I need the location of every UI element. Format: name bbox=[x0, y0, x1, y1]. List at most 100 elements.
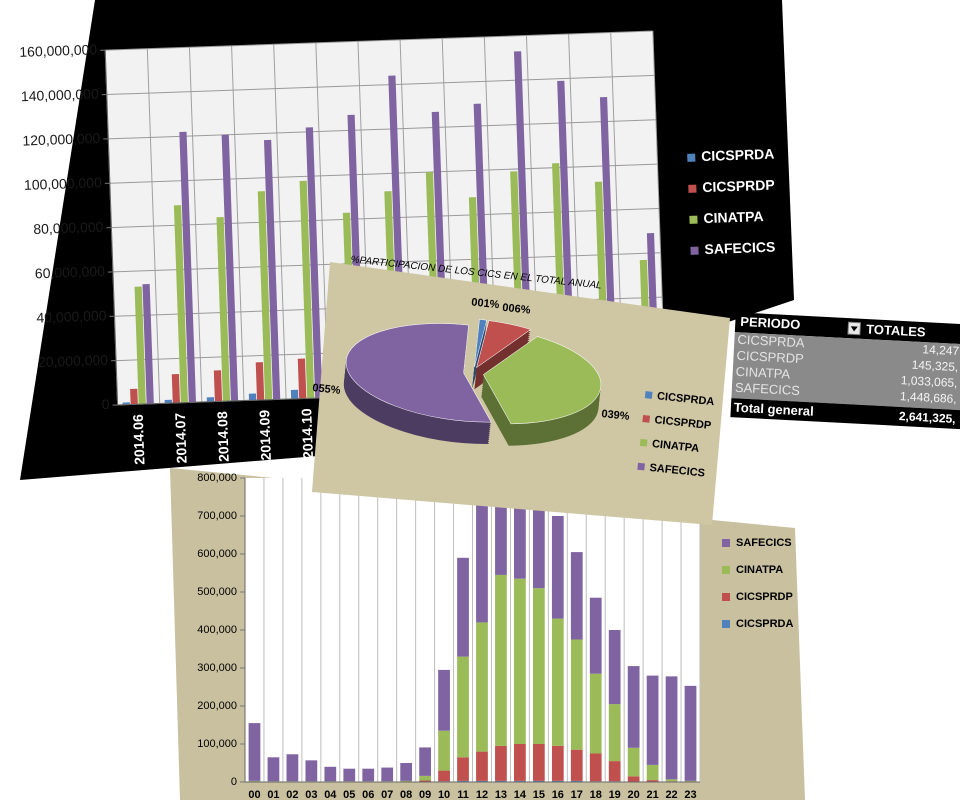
x-tick-label: 02 bbox=[286, 789, 298, 800]
bar-segment bbox=[457, 757, 469, 781]
bar bbox=[297, 358, 307, 399]
table-cell: 1,448,686, bbox=[900, 389, 957, 406]
legend-label: CICSPRDP bbox=[736, 591, 793, 603]
bar-segment bbox=[627, 747, 640, 777]
bar-segment bbox=[551, 516, 564, 619]
bar-segment bbox=[400, 763, 413, 781]
bar-segment bbox=[646, 675, 659, 765]
slice-side bbox=[473, 325, 487, 374]
bar bbox=[248, 393, 257, 401]
bar-segment bbox=[305, 760, 318, 782]
table-cell: CICSPRDP bbox=[736, 348, 804, 366]
table-header: TOTALES bbox=[866, 321, 926, 339]
table-total: 2,641,325, bbox=[899, 409, 956, 426]
x-tick-label: 18 bbox=[590, 789, 602, 800]
x-tick-label: 03 bbox=[305, 789, 317, 800]
bar-segment bbox=[589, 753, 602, 782]
bar-segment bbox=[286, 754, 299, 782]
table-cell: CINATPA bbox=[735, 364, 790, 382]
pie-slice bbox=[476, 320, 532, 369]
y-tick-label: 400,000 bbox=[197, 624, 237, 636]
pie-slice bbox=[345, 323, 492, 423]
x-tick-label: 14 bbox=[514, 789, 527, 800]
grid-line bbox=[105, 30, 653, 51]
legend-label: CICSPRDA bbox=[736, 618, 794, 630]
bar-segment bbox=[419, 747, 431, 776]
x-tick-label: 20 bbox=[628, 789, 640, 800]
x-tick-label: 09 bbox=[419, 789, 431, 800]
bar-segment bbox=[495, 780, 507, 782]
bar-segment bbox=[532, 744, 545, 781]
x-tick-label: 10 bbox=[438, 789, 450, 800]
legend-swatch bbox=[690, 246, 699, 255]
bar-segment bbox=[381, 767, 394, 782]
pie-slice bbox=[474, 319, 488, 368]
bar-segment bbox=[570, 639, 583, 750]
x-tick-label: 2014.06 bbox=[130, 414, 148, 465]
bar-segment bbox=[438, 770, 450, 782]
x-tick-label: 2014.10 bbox=[298, 408, 316, 459]
legend-swatch bbox=[722, 539, 730, 547]
legend-label: CINATPA bbox=[736, 564, 783, 576]
table-header: PERIODO bbox=[740, 314, 801, 332]
y-tick-label: 100,000 bbox=[197, 738, 237, 750]
bar-segment bbox=[267, 757, 280, 782]
legend-swatch bbox=[689, 215, 698, 224]
legend-swatch bbox=[642, 415, 651, 423]
bar-segment bbox=[419, 775, 431, 781]
bar-segment bbox=[362, 768, 375, 782]
bar-segment bbox=[589, 597, 602, 674]
y-tick-label: 600,000 bbox=[197, 548, 237, 560]
bar-segment bbox=[608, 630, 621, 705]
y-tick-label: 80,000,000 bbox=[33, 219, 104, 237]
x-tick-label: 16 bbox=[552, 789, 564, 800]
bar bbox=[299, 180, 315, 399]
legend-label: CINATPA bbox=[703, 208, 764, 226]
x-tick-label: 21 bbox=[646, 789, 658, 800]
table-cell: CICSPRDA bbox=[737, 332, 805, 351]
bar-segment bbox=[627, 776, 640, 782]
grid-line bbox=[106, 74, 655, 96]
legend-label: CICSPRDA bbox=[656, 390, 714, 408]
legend-label: CICSPRDP bbox=[654, 414, 712, 432]
bar bbox=[221, 134, 239, 401]
bar-segment bbox=[476, 493, 488, 623]
pivot-table: PERIODO TOTALES CICSPRDA 14,247 CICSPRDP… bbox=[730, 312, 960, 430]
legend-swatch bbox=[637, 462, 646, 471]
bar-segment bbox=[646, 780, 659, 782]
bar-segment bbox=[476, 780, 488, 782]
y-tick-label: 700,000 bbox=[197, 510, 237, 522]
y-tick-label: 40,000,000 bbox=[36, 307, 107, 325]
table-cell: 1,033,065, bbox=[900, 373, 957, 390]
bar bbox=[134, 286, 146, 405]
slice-side bbox=[473, 331, 486, 380]
bar bbox=[255, 362, 265, 401]
bar-segment bbox=[457, 780, 469, 782]
bar bbox=[130, 388, 138, 405]
bar-segment bbox=[457, 557, 469, 657]
legend-swatch bbox=[722, 566, 730, 574]
bar bbox=[179, 131, 196, 403]
bar-segment bbox=[514, 780, 526, 782]
table-cell: SAFECICS bbox=[735, 380, 801, 398]
y-axis bbox=[104, 50, 119, 405]
bar-segment bbox=[684, 685, 697, 781]
bar-segment bbox=[400, 780, 413, 782]
slice-side bbox=[474, 323, 487, 372]
bar-segment bbox=[589, 673, 602, 754]
filter-arrow bbox=[850, 326, 858, 332]
panel-margin bbox=[0, 0, 95, 480]
table-total: Total general bbox=[734, 400, 815, 419]
x-tick-label: 01 bbox=[267, 789, 279, 800]
bar-segment bbox=[551, 618, 564, 746]
y-tick-label: 300,000 bbox=[197, 662, 237, 674]
bar-segment bbox=[684, 780, 697, 782]
bar-segment bbox=[514, 578, 526, 744]
y-tick-label: 20,000,000 bbox=[38, 352, 109, 370]
data-label: 006% bbox=[502, 302, 531, 317]
legend-label: CICSPRDA bbox=[701, 146, 775, 165]
x-tick-label: 04 bbox=[324, 789, 337, 800]
bar-segment bbox=[665, 676, 678, 780]
legend-swatch bbox=[722, 593, 730, 601]
bar-segment bbox=[476, 751, 488, 781]
